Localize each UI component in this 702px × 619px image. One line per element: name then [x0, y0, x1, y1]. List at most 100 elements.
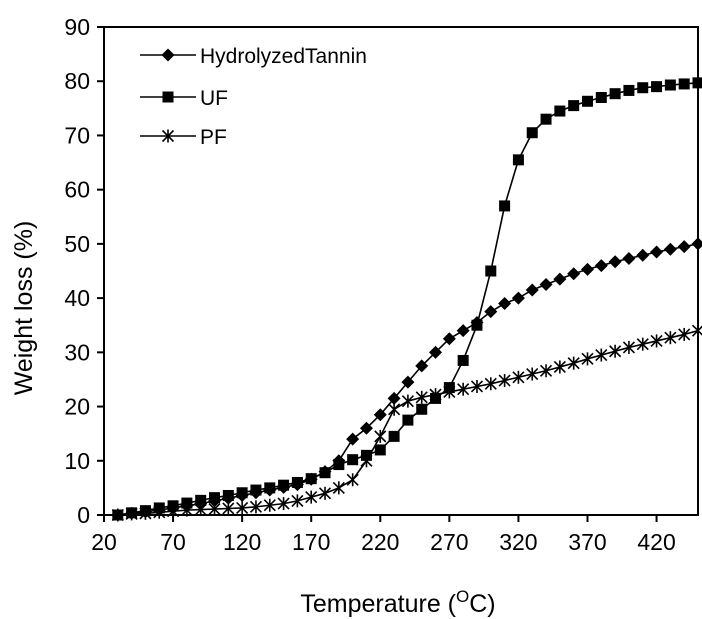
data-point [525, 283, 539, 297]
data-point [608, 255, 622, 269]
data-point [663, 242, 677, 256]
data-point [539, 364, 553, 378]
x-tick-label: 420 [637, 529, 675, 555]
data-point [650, 245, 664, 259]
data-point [401, 375, 415, 389]
data-point [401, 394, 414, 408]
data-point [636, 248, 650, 262]
data-point [263, 498, 276, 512]
data-point [249, 500, 263, 514]
data-point [595, 91, 607, 103]
data-point [359, 421, 373, 435]
y-tick-label: 60 [64, 177, 90, 203]
data-point [305, 473, 317, 485]
x-tick-label: 170 [292, 529, 330, 555]
series-layer [111, 77, 702, 522]
data-point [581, 352, 594, 366]
x-axis-label: Temperature (OC) [300, 587, 495, 618]
data-point [498, 374, 511, 388]
data-point [526, 367, 539, 381]
data-point [623, 84, 635, 96]
data-point [374, 444, 386, 456]
data-point [194, 503, 207, 517]
data-point [236, 501, 249, 515]
data-point [278, 479, 290, 491]
plot-frame [103, 26, 699, 516]
data-point [456, 324, 470, 338]
data-point [484, 305, 498, 319]
data-point [485, 265, 497, 277]
data-point [553, 360, 566, 374]
data-point [153, 505, 166, 519]
legend-label: HydrolyzedTannin [200, 45, 367, 68]
data-point [636, 337, 649, 351]
data-point [360, 454, 373, 468]
data-point [594, 259, 608, 273]
y-axis-label: Weight loss (%) [10, 221, 38, 396]
data-point [484, 377, 497, 391]
data-point [637, 82, 649, 94]
data-point [595, 348, 608, 362]
data-point [181, 497, 193, 509]
data-point [402, 414, 414, 426]
data-point [554, 105, 566, 117]
data-point [388, 430, 400, 442]
data-point [373, 408, 387, 422]
data-point [678, 78, 690, 90]
axes: 0 10 20 30 40 50 60 70 80 90 20 70 120 170 220 270 320 37… [64, 14, 699, 555]
data-point [416, 403, 428, 415]
data-point [291, 494, 304, 508]
data-point [581, 95, 593, 107]
y-tick-label: 10 [64, 448, 90, 474]
data-point [318, 486, 332, 500]
x-tick-label: 320 [499, 529, 537, 555]
x-axis-label-unit: C) [469, 590, 495, 618]
data-point [429, 388, 442, 402]
data-point [609, 344, 622, 358]
data-point [162, 91, 174, 103]
x-tick-label: 270 [430, 529, 468, 555]
data-point [691, 237, 702, 251]
data-point [222, 489, 234, 501]
data-point [511, 291, 525, 305]
data-point [567, 267, 581, 281]
data-point [277, 497, 290, 511]
data-point [622, 340, 635, 354]
data-point [388, 402, 401, 416]
data-point [691, 324, 702, 338]
data-point [319, 467, 331, 479]
data-point [568, 100, 580, 112]
data-point [346, 432, 360, 446]
data-point [443, 385, 456, 399]
data-point [236, 487, 248, 499]
x-tick-label: 70 [160, 529, 186, 555]
data-point [415, 359, 429, 373]
data-point [609, 88, 621, 100]
series-pf [111, 324, 702, 522]
data-point [111, 508, 124, 522]
data-point [332, 481, 345, 495]
y-tick-label: 70 [64, 122, 90, 148]
data-point [512, 154, 524, 166]
data-point [553, 272, 567, 286]
data-point [512, 370, 525, 384]
data-point [346, 473, 359, 487]
data-point [622, 252, 636, 266]
data-point [499, 200, 511, 212]
data-point [167, 504, 180, 518]
legend-label: PF [200, 126, 227, 149]
y-tick-label: 20 [64, 394, 90, 420]
y-tick-label: 30 [64, 339, 90, 365]
y-tick-label: 0 [77, 502, 90, 528]
data-point [651, 81, 663, 93]
data-point [305, 490, 318, 504]
data-point [415, 390, 428, 404]
data-point [161, 129, 175, 143]
series-hydrolyzedtannin [111, 237, 702, 522]
data-point [347, 454, 359, 466]
data-point [222, 501, 235, 515]
data-point [387, 391, 401, 405]
data-point [567, 356, 580, 370]
data-point [291, 476, 303, 488]
